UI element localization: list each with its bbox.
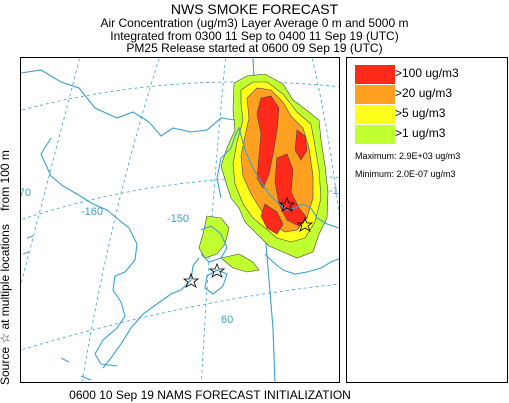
smoke-map: -170 -160 -150 -140 60 (20, 57, 340, 383)
source-marker-3 (296, 216, 314, 232)
lon-line-150 (200, 58, 226, 382)
coast-southeast (264, 253, 339, 275)
lon-line-160 (81, 58, 160, 382)
lon-label-150: -150 (167, 213, 189, 225)
legend-label-5: >5 ug/m3 (395, 106, 446, 120)
integration-period: Integrated from 0300 11 Sep to 0400 11 S… (110, 29, 399, 43)
legend-item-5: >5 ug/m3 (355, 104, 445, 124)
graticule (21, 58, 339, 382)
legend-label-100: >100 ug/m3 (395, 66, 459, 80)
source-height-text: from 100 m (0, 150, 12, 211)
lat-line-60 (21, 283, 339, 351)
coast-kodiak (204, 269, 228, 295)
lon-label-140: -140 (329, 185, 340, 197)
minimum-value: Minimum: 2.0E-07 ug/m3 (355, 169, 456, 179)
contour-1ug-west (198, 215, 230, 259)
contour-100ug-a (256, 95, 280, 189)
lon-label-160: -160 (81, 206, 103, 218)
lat-line-70 (21, 81, 339, 111)
source-locations-text: Source ☆ at multiple locations (0, 224, 12, 385)
lat-label-60: 60 (221, 314, 233, 326)
lat-line-65 (21, 176, 339, 221)
legend-swatch-1 (355, 124, 395, 144)
concentration-subtitle: Air Concentration (ug/m3) Layer Average … (100, 16, 409, 30)
source-marker-1 (278, 196, 296, 212)
contour-100ug-c (260, 203, 284, 235)
legend-label-20: >20 ug/m3 (395, 86, 453, 100)
legend-item-1: >1 ug/m3 (355, 124, 445, 144)
legend-swatch-20 (355, 84, 395, 104)
legend-swatch-100 (355, 64, 395, 84)
map-canvas: -170 -160 -150 -140 60 (21, 58, 340, 382)
legend-item-100: >100 ug/m3 (355, 64, 459, 84)
source-markers (182, 196, 314, 288)
contour-100ug-d (294, 129, 308, 161)
contour-1ug-south (220, 253, 260, 273)
coast-kenai (200, 225, 228, 263)
release-info: PM25 Release started at 0600 09 Sep 19 (… (126, 41, 383, 55)
source-marker-4 (182, 272, 200, 288)
forecast-title: NWS SMOKE FORECAST (170, 1, 339, 17)
forecast-initialization: 0600 10 Sep 19 NAMS FORECAST INITIALIZAT… (69, 388, 351, 402)
concentration-legend: >100 ug/m3 >20 ug/m3 >5 ug/m3 >1 ug/m3 M… (346, 57, 508, 383)
coast-cookinlet (216, 126, 339, 229)
source-marker-2 (208, 262, 226, 278)
legend-swatch-5 (355, 104, 395, 124)
legend-item-20: >20 ug/m3 (355, 84, 452, 104)
lon-line-170 (21, 58, 81, 286)
coast-north (21, 69, 236, 137)
maximum-value: Maximum: 2.9E+03 ug/m3 (355, 151, 461, 161)
source-label: Source ☆ at multiple locations from 100 … (0, 55, 14, 385)
coast-west (40, 137, 138, 367)
smoke-contours (198, 73, 329, 273)
coast-islands (22, 235, 92, 381)
lon-label-170: -170 (21, 187, 31, 199)
legend-label-1: >1 ug/m3 (395, 126, 446, 140)
